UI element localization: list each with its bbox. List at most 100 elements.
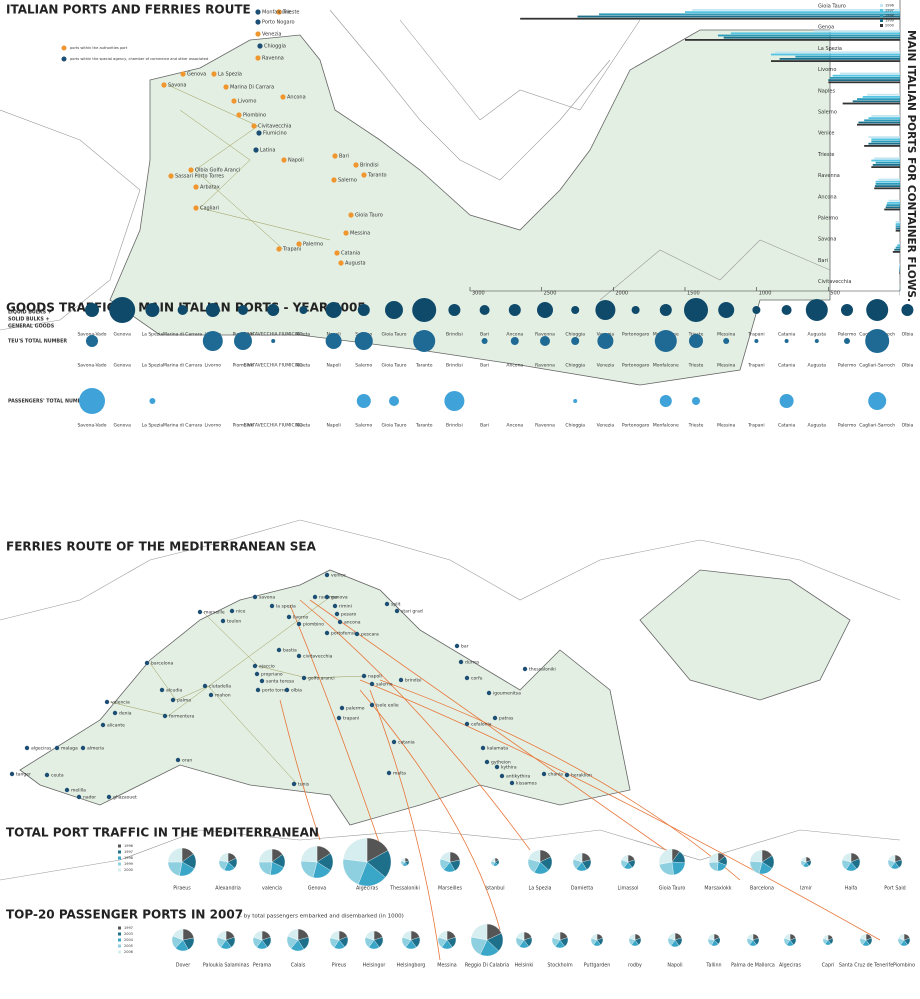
bubble: [481, 338, 488, 344]
port-label: nice: [236, 609, 246, 615]
border: [0, 829, 901, 881]
bubble: [689, 334, 703, 348]
ferry-route: [359, 689, 501, 931]
port-dot: [361, 673, 367, 679]
port-label: cefalonia: [471, 722, 492, 728]
legend-swatch: [118, 932, 121, 936]
port-dot: [338, 260, 344, 266]
port-dot: [353, 162, 359, 168]
pie-label: Reggio Di Calabria: [465, 963, 509, 969]
port-dot: [252, 663, 258, 669]
port-dot: [324, 630, 330, 636]
port-dot: [296, 621, 302, 627]
bubble: [325, 333, 342, 349]
port-dot: [9, 771, 15, 777]
legend-label: 1997: [124, 926, 133, 930]
bar: [864, 119, 900, 122]
port-label: Venezia: [262, 32, 281, 38]
port-label: Augusta: [808, 332, 827, 338]
bar: [897, 244, 900, 247]
port-dot: [255, 31, 261, 37]
bubble: [865, 329, 890, 353]
pie-label: Pireus: [332, 963, 347, 969]
port-dot: [159, 687, 165, 693]
bar: [875, 183, 900, 185]
legend-label: 1998: [885, 14, 894, 18]
port-label: La Spezia: [142, 423, 164, 429]
legend-label: 2006: [124, 950, 133, 954]
border: [399, 19, 641, 121]
port-label: kissamos: [516, 781, 537, 787]
port-label: Catania: [341, 251, 360, 257]
bubble: [109, 297, 136, 323]
bar: [895, 229, 900, 232]
pie-label: Gioia Tauro: [659, 886, 686, 892]
legend-swatch: [880, 14, 883, 17]
bar: [899, 265, 900, 268]
legend-swatch: [118, 944, 121, 948]
ferry-route: [369, 689, 441, 961]
port-label: Gaeta: [297, 363, 311, 369]
port-dot: [255, 55, 261, 61]
pie-slice: [218, 852, 229, 863]
port-label: marseille: [204, 610, 225, 616]
port-label: tanger: [16, 772, 31, 778]
bubble: [901, 304, 914, 316]
port-dot: [76, 794, 82, 800]
section-subtitle: - by total passengers embarked and disem…: [240, 914, 404, 920]
x-tick-label: 3000: [472, 291, 485, 297]
port-label: Augusta: [345, 261, 366, 267]
port-label: Latina: [260, 148, 275, 154]
port-label: malaga: [61, 746, 78, 752]
bar: [723, 36, 900, 39]
bar-category: Civitavecchia: [818, 279, 851, 285]
port-label: Gioia Tauro: [381, 332, 406, 338]
pie-label: Helsingborg: [397, 963, 426, 969]
pie-label: Marseilles: [438, 886, 462, 892]
legend-label: 1999: [885, 19, 894, 23]
port-label: Bari: [339, 154, 349, 160]
port-label: Gaeta: [297, 423, 311, 429]
pie-slice: [591, 933, 598, 941]
port-label: Palermo: [838, 332, 856, 338]
legend-swatch: [118, 850, 121, 854]
port-label: propriano: [261, 672, 283, 678]
port-label: Catania: [778, 332, 796, 338]
port-label: Savona: [168, 83, 187, 89]
bubble: [779, 394, 794, 408]
port-dot: [343, 230, 349, 236]
port-label: Ravenna: [535, 363, 555, 369]
port-label: piombino: [303, 622, 324, 628]
port-label: Chioggia: [565, 363, 585, 369]
port-label: rimini: [339, 604, 352, 610]
pie-label: Santa Cruz de Tenerife: [839, 963, 893, 969]
bar: [899, 270, 900, 272]
bubble: [510, 337, 519, 345]
port-label: Livorno: [205, 423, 222, 429]
pie-slice: [823, 934, 829, 941]
port-label: Ancona: [506, 363, 523, 369]
port-dot: [211, 71, 217, 77]
bubble: [145, 303, 160, 317]
port-dot: [339, 705, 345, 711]
port-label: Messina: [350, 231, 370, 237]
legend-label: 1999: [124, 862, 133, 866]
port-dot: [269, 603, 275, 609]
bubble: [571, 337, 580, 345]
port-dot: [180, 71, 186, 77]
legend-label: 1998: [124, 856, 133, 860]
port-dot: [464, 675, 470, 681]
port-label: venice: [331, 573, 346, 579]
bar: [875, 161, 900, 164]
bubble: [537, 302, 553, 318]
pie-label: Messina: [437, 963, 456, 969]
port-label: Trieste: [282, 10, 299, 16]
pie-slice: [888, 854, 896, 863]
port-label: Trieste: [688, 363, 704, 369]
port-label: Bari: [480, 332, 489, 338]
port-label: Savona-Vado: [77, 363, 106, 369]
port-dot: [492, 715, 498, 721]
bar-category: La Spezia: [818, 46, 842, 52]
bar: [717, 34, 900, 37]
pie-slice: [330, 930, 340, 941]
